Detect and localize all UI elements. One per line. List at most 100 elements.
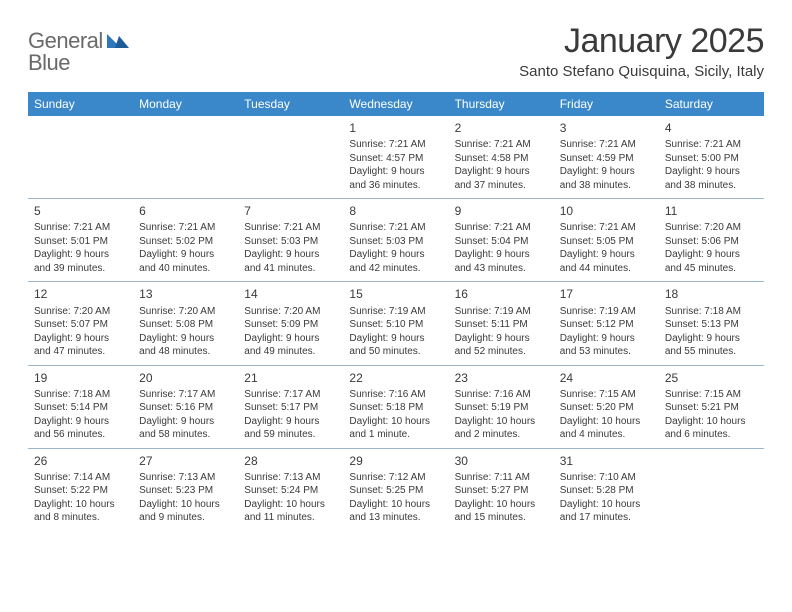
day-cell: 23Sunrise: 7:16 AMSunset: 5:19 PMDayligh… <box>449 366 554 448</box>
day-cell: 2Sunrise: 7:21 AMSunset: 4:58 PMDaylight… <box>449 116 554 198</box>
dow-mon: Monday <box>133 92 238 116</box>
header: General January 2025 Santo Stefano Quisq… <box>28 22 764 80</box>
day-cell: 19Sunrise: 7:18 AMSunset: 5:14 PMDayligh… <box>28 366 133 448</box>
day-number: 31 <box>560 453 653 469</box>
day-line: Sunset: 5:02 PM <box>139 235 232 249</box>
day-cell: 17Sunrise: 7:19 AMSunset: 5:12 PMDayligh… <box>554 282 659 364</box>
day-line: Daylight: 9 hours <box>349 332 442 346</box>
day-line: and 15 minutes. <box>455 511 548 525</box>
day-line: Sunrise: 7:19 AM <box>560 305 653 319</box>
day-line: and 37 minutes. <box>455 179 548 193</box>
day-line: Sunset: 5:09 PM <box>244 318 337 332</box>
day-cell: 15 Sunrise: 7:19 AMSunset: 5:10 PMDayligh… <box>343 282 448 364</box>
day-line: Daylight: 10 hours <box>455 415 548 429</box>
day-line: Sunrise: 7:10 AM <box>560 471 653 485</box>
day-line: and 52 minutes. <box>455 345 548 359</box>
location: Santo Stefano Quisquina, Sicily, Italy <box>519 63 764 80</box>
day-line: Sunrise: 7:18 AM <box>665 305 758 319</box>
day-line: and 9 minutes. <box>139 511 232 525</box>
day-line: Sunrise: 7:21 AM <box>139 221 232 235</box>
day-number: 11 <box>665 203 758 219</box>
day-cell: 24Sunrise: 7:15 AMSunset: 5:20 PMDayligh… <box>554 366 659 448</box>
day-line: Sunrise: 7:21 AM <box>455 221 548 235</box>
day-line: Daylight: 10 hours <box>139 498 232 512</box>
day-cell: 29Sunrise: 7:12 AMSunset: 5:25 PMDayligh… <box>343 449 448 531</box>
day-number: 5 <box>34 203 127 219</box>
day-line: Sunrise: 7:19 AM <box>349 305 442 319</box>
day-cell: 3Sunrise: 7:21 AMSunset: 4:59 PMDaylight… <box>554 116 659 198</box>
day-line: Daylight: 9 hours <box>455 165 548 179</box>
day-line: Daylight: 9 hours <box>665 248 758 262</box>
day-line: Sunrise: 7:21 AM <box>560 221 653 235</box>
day-cell: 6Sunrise: 7:21 AMSunset: 5:02 PMDaylight… <box>133 199 238 281</box>
day-line: and 59 minutes. <box>244 428 337 442</box>
day-line: Sunrise: 7:20 AM <box>665 221 758 235</box>
day-line: Sunrise: 7:12 AM <box>349 471 442 485</box>
day-line: and 42 minutes. <box>349 262 442 276</box>
day-line: Daylight: 10 hours <box>560 415 653 429</box>
day-line: Sunrise: 7:20 AM <box>139 305 232 319</box>
day-line: Daylight: 9 hours <box>244 248 337 262</box>
day-line: Daylight: 9 hours <box>455 248 548 262</box>
day-number: 4 <box>665 120 758 136</box>
day-line: Sunset: 5:24 PM <box>244 484 337 498</box>
day-cell: 8Sunrise: 7:21 AMSunset: 5:03 PMDaylight… <box>343 199 448 281</box>
day-line: Sunrise: 7:13 AM <box>244 471 337 485</box>
day-line: Daylight: 9 hours <box>665 332 758 346</box>
day-line: Sunset: 5:25 PM <box>349 484 442 498</box>
day-line: Sunrise: 7:19 AM <box>455 305 548 319</box>
day-line: Sunset: 4:59 PM <box>560 152 653 166</box>
day-line: Sunset: 5:06 PM <box>665 235 758 249</box>
day-number: 27 <box>139 453 232 469</box>
day-number: 9 <box>455 203 548 219</box>
day-number: 18 <box>665 286 758 302</box>
day-cell: 26Sunrise: 7:14 AMSunset: 5:22 PMDayligh… <box>28 449 133 531</box>
day-line: and 11 minutes. <box>244 511 337 525</box>
day-line: Sunset: 4:57 PM <box>349 152 442 166</box>
day-line: Sunset: 5:10 PM <box>349 318 442 332</box>
day-line: and 50 minutes. <box>349 345 442 359</box>
day-line: and 45 minutes. <box>665 262 758 276</box>
day-line: Sunset: 5:19 PM <box>455 401 548 415</box>
day-line: Sunrise: 7:20 AM <box>244 305 337 319</box>
day-line: Daylight: 9 hours <box>560 165 653 179</box>
day-line: and 44 minutes. <box>560 262 653 276</box>
day-number: 28 <box>244 453 337 469</box>
day-line: Daylight: 9 hours <box>244 332 337 346</box>
day-line: Sunset: 5:20 PM <box>560 401 653 415</box>
day-line: and 38 minutes. <box>665 179 758 193</box>
day-line: Sunrise: 7:21 AM <box>34 221 127 235</box>
day-number: 15 <box>349 286 442 302</box>
day-cell: 30Sunrise: 7:11 AMSunset: 5:27 PMDayligh… <box>449 449 554 531</box>
day-line: Sunset: 5:23 PM <box>139 484 232 498</box>
day-line: and 43 minutes. <box>455 262 548 276</box>
day-cell: 11 Sunrise: 7:20 AMSunset: 5:06 PMDayligh… <box>659 199 764 281</box>
day-line: Daylight: 10 hours <box>349 415 442 429</box>
day-line: Sunset: 5:14 PM <box>34 401 127 415</box>
day-number: 3 <box>560 120 653 136</box>
day-line: Sunrise: 7:21 AM <box>349 221 442 235</box>
day-line: and 2 minutes. <box>455 428 548 442</box>
dow-fri: Friday <box>554 92 659 116</box>
dow-sun: Sunday <box>28 92 133 116</box>
day-line: Sunrise: 7:15 AM <box>665 388 758 402</box>
day-line: Daylight: 10 hours <box>244 498 337 512</box>
day-line: Sunrise: 7:21 AM <box>665 138 758 152</box>
day-number: 1 <box>349 120 442 136</box>
day-line: Sunrise: 7:13 AM <box>139 471 232 485</box>
day-line: Sunrise: 7:11 AM <box>455 471 548 485</box>
dow-sat: Saturday <box>659 92 764 116</box>
brand-word2: Blue <box>28 50 70 75</box>
weeks-container: 1 Sunrise: 7:21 AM Sunset: 4:57 PM Daylight… <box>28 116 764 531</box>
day-cell: 18Sunrise: 7:18 AMSunset: 5:13 PMDayligh… <box>659 282 764 364</box>
day-cell: 14Sunrise: 7:20 AMSunset: 5:09 PMDayligh… <box>238 282 343 364</box>
day-line: Sunset: 5:17 PM <box>244 401 337 415</box>
day-line: Daylight: 10 hours <box>560 498 653 512</box>
day-line: Sunset: 5:11 PM <box>455 318 548 332</box>
day-cell: 16Sunrise: 7:19 AMSunset: 5:11 PMDayligh… <box>449 282 554 364</box>
week-row: 5Sunrise: 7:21 AMSunset: 5:01 PMDaylight… <box>28 198 764 281</box>
day-line: Daylight: 10 hours <box>34 498 127 512</box>
day-line: Sunset: 5:12 PM <box>560 318 653 332</box>
day-line: Sunrise: 7:16 AM <box>349 388 442 402</box>
day-cell: 9Sunrise: 7:21 AMSunset: 5:04 PMDaylight… <box>449 199 554 281</box>
